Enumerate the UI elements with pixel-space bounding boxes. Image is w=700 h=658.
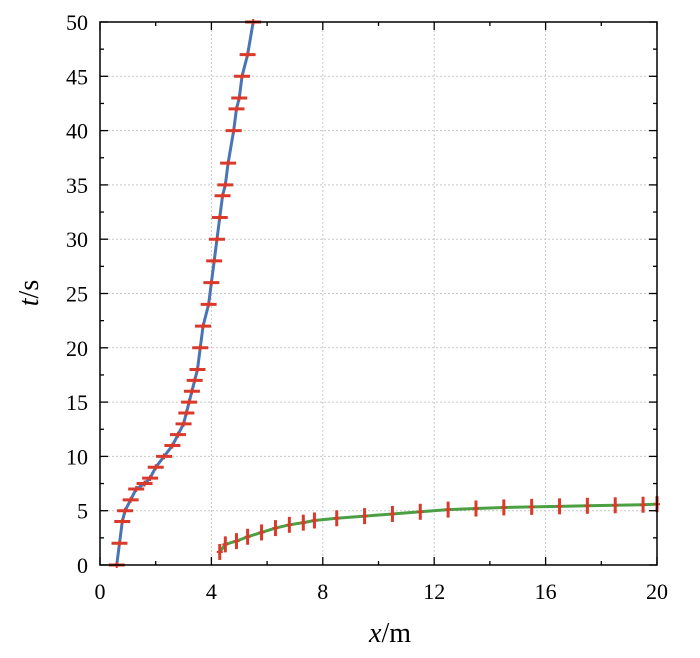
series-0-point (239, 51, 256, 58)
series-0-point (181, 399, 198, 406)
plot-frame (99, 21, 658, 566)
series-0-point (217, 181, 234, 188)
series-1-point (584, 497, 591, 514)
series-0-point (225, 127, 242, 134)
series-1-point (333, 510, 340, 527)
series-0-point (206, 257, 223, 264)
grid-layer (100, 22, 657, 565)
series-0-point (211, 214, 228, 221)
series-0-point (234, 73, 251, 80)
series-0-point (220, 160, 237, 167)
y-tick-label: 5 (77, 499, 88, 524)
series-0-point (228, 105, 245, 112)
series-0-point (208, 236, 225, 243)
series-1-point (244, 528, 251, 545)
y-tick-label: 40 (66, 119, 88, 144)
x-tick-label: 4 (206, 579, 217, 604)
series-1-point (216, 543, 223, 560)
y-tick-label: 30 (66, 227, 88, 252)
series-1 (216, 496, 660, 560)
series-0-point (128, 485, 145, 492)
series-0-point (175, 420, 192, 427)
series-0-point (203, 279, 220, 286)
series-1-point (556, 498, 563, 515)
series-1-point (300, 514, 307, 531)
series-0-line (115, 20, 255, 567)
y-tick-label: 50 (66, 10, 88, 35)
series-0-point (114, 518, 131, 525)
series-1-point (445, 501, 452, 518)
series-1-point (222, 536, 229, 553)
series-0-point (189, 366, 206, 373)
series-0-point (147, 464, 164, 471)
y-tick-label: 0 (77, 553, 88, 578)
series-1-line (218, 502, 659, 554)
x-tick-label: 8 (317, 579, 328, 604)
series-1-point (500, 499, 507, 516)
series-1-point (528, 498, 535, 515)
series-0-point (183, 388, 200, 395)
tick-layer: 0 4 8 12 16 20 0 5 10 15 20 25 30 35 40 45 50 (66, 10, 668, 604)
series-1-point (389, 505, 396, 522)
y-tick-label: 20 (66, 336, 88, 361)
series-1-point (472, 500, 479, 517)
x-tick-label: 12 (423, 579, 445, 604)
series-0-point (169, 431, 186, 438)
series-0-point (200, 301, 217, 308)
series-0-point (111, 540, 128, 547)
series-0-point (192, 344, 209, 351)
series-1-point (640, 496, 647, 513)
series-0-point (142, 475, 159, 482)
series-0-point (136, 480, 153, 487)
y-tick-label: 15 (66, 390, 88, 415)
y-tick-label: 10 (66, 444, 88, 469)
series-1-point (311, 512, 318, 529)
series-0-point (178, 409, 195, 416)
series-1-point (272, 520, 279, 537)
series-1-point (361, 508, 368, 525)
x-axis-title: x/m (368, 618, 411, 649)
series-0-point (156, 453, 173, 460)
x-tick-label: 16 (535, 579, 557, 604)
series-0-point (164, 442, 181, 449)
y-axis-title: t/s (14, 280, 45, 306)
x-tick-label: 0 (95, 579, 106, 604)
series-1-point (286, 516, 293, 533)
series-1-point (417, 503, 424, 520)
series-0-point (195, 323, 212, 330)
series-0-point (117, 507, 134, 514)
series-0-point (122, 496, 139, 503)
series-0-point (186, 377, 203, 384)
series-0-point (231, 95, 248, 102)
x-tick-label: 20 (646, 579, 668, 604)
y-tick-label: 45 (66, 64, 88, 89)
y-tick-label: 25 (66, 282, 88, 307)
series-0-point (214, 192, 231, 199)
series-1-point (233, 533, 240, 550)
series-1-point (258, 524, 265, 541)
series-1-point (612, 497, 619, 514)
y-tick-label: 35 (66, 173, 88, 198)
